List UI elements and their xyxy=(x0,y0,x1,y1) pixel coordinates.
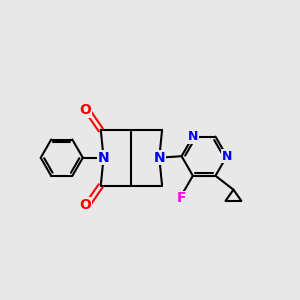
Text: N: N xyxy=(188,130,198,143)
Text: N: N xyxy=(98,151,109,165)
Text: N: N xyxy=(154,151,165,165)
Text: O: O xyxy=(80,103,91,117)
Text: O: O xyxy=(80,198,91,212)
Text: F: F xyxy=(176,191,186,206)
Text: N: N xyxy=(222,150,232,163)
